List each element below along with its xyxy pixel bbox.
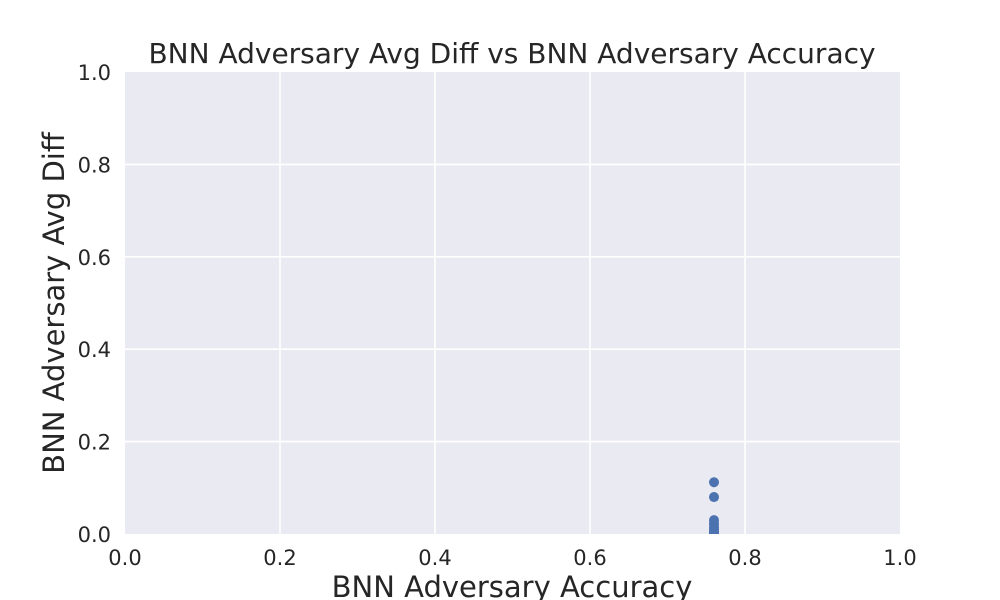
y-axis-label: BNN Adversary Avg Diff <box>37 131 71 474</box>
x-tick-label: 0.2 <box>263 546 296 570</box>
x-tick-label: 0.0 <box>108 546 141 570</box>
data-points <box>709 477 719 534</box>
y-tick-label: 0.8 <box>78 153 111 177</box>
grid-lines <box>125 72 900 534</box>
scatter-point <box>709 492 719 503</box>
x-tick-label: 1.0 <box>883 546 916 570</box>
x-tick-label: 0.8 <box>728 546 761 570</box>
y-tick-label: 0.4 <box>78 338 111 362</box>
y-tick-label: 0.2 <box>78 431 111 455</box>
y-tick-label: 0.0 <box>78 523 111 547</box>
x-tick-label: 0.6 <box>573 546 606 570</box>
y-tick-label: 1.0 <box>78 61 111 85</box>
scatter-point <box>709 528 719 534</box>
chart-title: BNN Adversary Avg Diff vs BNN Adversary … <box>148 37 875 70</box>
tick-labels: 0.0 0.2 0.4 0.6 0.8 1.0 0.0 0.2 0.4 0.6 0.8 1.0 <box>78 61 917 570</box>
x-axis-label: BNN Adversary Accuracy <box>332 570 693 600</box>
scatter-point <box>709 477 719 488</box>
y-tick-label: 0.6 <box>78 246 111 270</box>
x-tick-label: 0.4 <box>418 546 451 570</box>
plot-background <box>125 72 900 534</box>
